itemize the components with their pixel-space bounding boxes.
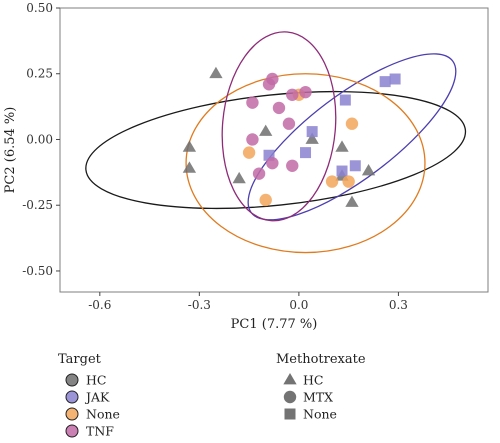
- y-tick-label: 0.50: [26, 1, 53, 15]
- point-none-mtx: [345, 117, 359, 130]
- point-tnf-mtx: [286, 88, 299, 101]
- legend-methotrexate-label: None: [303, 407, 337, 422]
- point-jak-none: [263, 149, 275, 161]
- points-layer: [182, 66, 401, 207]
- legend-methotrexate-label: MTX: [303, 390, 333, 405]
- point-tnf-mtx: [286, 159, 299, 172]
- legend-methotrexate: Methotrexate HC MTX None: [276, 352, 366, 422]
- point-tnf-mtx: [262, 78, 276, 91]
- ellipse-tnf: [221, 31, 337, 222]
- point-tnf-mtx: [272, 101, 286, 115]
- y-axis-title: PC2 (6.54 %): [3, 107, 18, 194]
- legend-target-swatch: [65, 424, 79, 438]
- legend-methotrexate-swatch: [283, 390, 297, 404]
- y-tick-label: 0.00: [26, 132, 53, 146]
- point-hc-hc: [345, 195, 359, 207]
- x-tick-label: -0.6: [88, 298, 111, 312]
- legend-target-swatch: [65, 407, 79, 421]
- legend-target-item-jak: JAK: [65, 390, 110, 405]
- point-jak-none: [379, 76, 391, 88]
- legend-methotrexate-swatch: [284, 408, 296, 420]
- legend-target-item-none: None: [65, 407, 120, 422]
- point-hc-hc: [209, 66, 223, 79]
- ellipses-layer: [85, 31, 467, 254]
- legend-methotrexate-swatch: [283, 373, 297, 385]
- x-tick-label: 0.0: [289, 298, 308, 312]
- x-tick-label: 0.3: [389, 298, 408, 312]
- legend-target-label: TNF: [86, 424, 114, 439]
- point-tnf-mtx: [246, 96, 259, 109]
- point-jak-none: [336, 165, 348, 177]
- legend-target-title: Target: [58, 352, 102, 367]
- point-tnf-mtx: [266, 156, 279, 170]
- point-hc-hc: [182, 161, 197, 173]
- point-hc-hc: [361, 164, 376, 176]
- ellipse-none: [185, 73, 426, 254]
- point-tnf-mtx: [299, 85, 312, 99]
- point-hc-hc: [182, 140, 197, 152]
- point-none-mtx: [259, 193, 272, 207]
- legend-methotrexate-item-hc: HC: [283, 373, 323, 388]
- legend-target-label: None: [86, 407, 120, 422]
- point-none-mtx: [325, 175, 339, 188]
- legend-target-item-hc: HC: [65, 373, 106, 388]
- point-hc-hc: [305, 132, 319, 144]
- point-tnf-mtx: [282, 117, 296, 130]
- x-axis-title: PC1 (7.77 %): [231, 317, 318, 332]
- legend-methotrexate-item-mtx: MTX: [283, 390, 333, 405]
- legend-target-swatch: [65, 373, 79, 387]
- point-hc-hc: [335, 140, 349, 152]
- ellipse-hc: [85, 90, 467, 210]
- y-tick-label: 0.25: [26, 67, 53, 81]
- point-jak-none: [339, 94, 351, 106]
- y-tick-label: -0.50: [22, 264, 53, 278]
- point-hc-hc: [259, 124, 273, 136]
- legend-target-label: HC: [86, 373, 106, 388]
- legend-target-item-tnf: TNF: [65, 424, 114, 439]
- legend-methotrexate-title: Methotrexate: [276, 352, 366, 367]
- x-axis: -0.6 -0.3 0.0 0.3: [88, 292, 408, 312]
- point-jak-none: [306, 126, 318, 138]
- point-none-mtx: [242, 146, 256, 159]
- point-hc-hc: [232, 171, 246, 184]
- y-axis: 0.50 0.25 0.00 -0.25 -0.50: [22, 1, 60, 278]
- legend-methotrexate-label: HC: [303, 373, 323, 388]
- legend-methotrexate-item-none: None: [284, 407, 337, 422]
- y-tick-label: -0.25: [22, 198, 53, 212]
- point-tnf-mtx: [252, 167, 266, 180]
- legend-target: Target HC JAK None TNF: [58, 352, 120, 439]
- point-jak-none: [349, 160, 361, 172]
- point-tnf-mtx: [246, 133, 259, 146]
- legend-target-swatch: [65, 390, 79, 404]
- point-none-mtx: [342, 175, 355, 188]
- point-jak-none: [389, 73, 401, 85]
- x-tick-label: -0.3: [188, 298, 211, 312]
- legend-target-label: JAK: [84, 390, 110, 405]
- point-jak-none: [300, 147, 312, 159]
